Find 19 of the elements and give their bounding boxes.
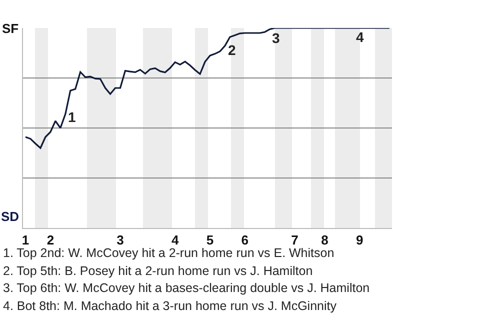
- annotation: 3: [272, 30, 280, 46]
- x-tick-label: 7: [291, 232, 298, 248]
- x-tick-label: 1: [22, 232, 30, 248]
- annotation: 4: [356, 29, 364, 45]
- text: 3. Top 6th: W. McCovey hit a bases-clearing double vs J. Hamilton: [3, 281, 370, 295]
- text: SD: [1, 209, 20, 224]
- x-tick-label: 3: [116, 232, 124, 248]
- text: 2. Top 5th: B. Posey hit a 2-run home run vs J. Hamilton: [3, 264, 313, 278]
- x-tick-label: 9: [356, 232, 364, 248]
- x-tick-label: 2: [46, 232, 54, 248]
- x-tick-label: 4: [171, 232, 180, 248]
- text: 4. Bot 8th: M. Machado hit a 3-run home run vs J. McGinnity: [3, 299, 338, 313]
- x-tick-label: 6: [241, 232, 249, 248]
- text: 1. Top 2nd: W. McCovey hit a 2-run home run vs E. Whitson: [3, 246, 334, 260]
- annotation: 2: [228, 42, 236, 58]
- x-tick-label: 5: [206, 232, 214, 248]
- x-tick-label: 8: [321, 232, 328, 248]
- annotation: 1: [68, 109, 76, 125]
- text: SF: [2, 21, 19, 36]
